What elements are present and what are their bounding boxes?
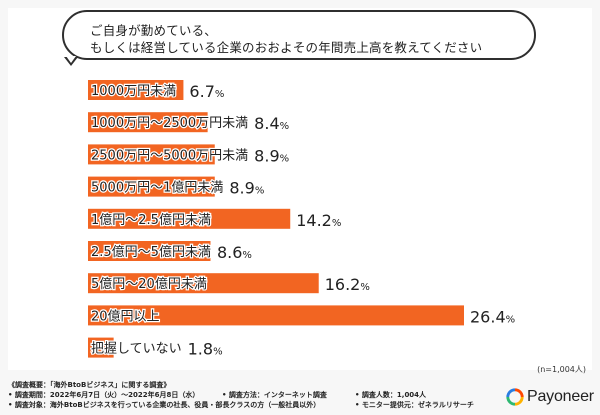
payoneer-logo-icon: [506, 388, 524, 406]
bar-chart: 1000万円未満 6.7% 1000万円～2500万円未満 8.4% 2500万円～50…: [88, 80, 515, 359]
survey-target: • 調査対象：海外BtoBビジネスを行っている企業の社長、役員・部長クラスの方（…: [8, 401, 321, 409]
category-label-3: 5000万円～1億円未満: [91, 180, 223, 196]
value-label-2: 8.9%: [254, 146, 289, 165]
sample-size-note: (n=1,004人): [537, 365, 586, 374]
question-bubble-tail-fill: [66, 56, 76, 63]
survey-method: • 調査方法：インターネット調査: [222, 391, 327, 399]
value-label-1: 8.4%: [254, 114, 289, 133]
question-bubble: ご自身が勤めている、 もしくは経営している企業のおおよその年間売上高を教えてくだ…: [62, 10, 536, 60]
survey-period: • 調査期間：2022年6月7日（火）～2022年6月8日（水）: [8, 391, 200, 399]
value-label-5: 8.6%: [217, 243, 252, 262]
survey-respondents: • 調査人数：1,004人: [355, 391, 427, 399]
survey-title: 《調査概要：「海外BtoBビジネス」に関する調査》: [8, 381, 171, 389]
payoneer-logo: Payoneer: [506, 386, 594, 408]
question-line-1: ご自身が勤めている、: [90, 23, 218, 38]
category-label-8: 把握していない: [91, 342, 182, 357]
bar-1: [88, 112, 208, 133]
bar-3: [88, 176, 215, 197]
bar-2: [88, 144, 215, 165]
value-label-7: 26.4%: [470, 307, 515, 326]
category-label-5: 2.5億円～5億円未満: [91, 244, 211, 260]
value-label-3: 8.9%: [229, 179, 264, 198]
value-label-0: 6.7%: [189, 82, 224, 101]
value-label-6: 16.2%: [325, 275, 370, 294]
bar-8: [88, 337, 114, 358]
category-label-2: 2500万円～5000万円未満: [91, 148, 248, 163]
payoneer-logo-text: Payoneer: [527, 388, 594, 405]
category-label-1: 1000万円～2500万円未満: [91, 116, 248, 131]
category-label-0: 1000万円未満: [91, 84, 176, 99]
category-label-4: 1億円～2.5億円未満: [91, 212, 211, 228]
value-label-4: 14.2%: [296, 211, 341, 230]
bar-5: [88, 241, 211, 261]
bar-4: [88, 208, 291, 229]
survey-footer: 《調査概要：「海外BtoBビジネス」に関する調査》 • 調査期間：2022年6月…: [0, 378, 600, 415]
bar-7: [88, 305, 464, 326]
survey-provider: • モニター提供元：ゼネラルリサーチ: [355, 401, 474, 409]
bar-6: [88, 273, 319, 294]
bar-0: [88, 80, 184, 100]
value-label-8: 1.8%: [188, 340, 223, 359]
category-label-6: 5億円～20億円未満: [91, 276, 207, 292]
category-label-7: 20億円以上: [91, 308, 160, 324]
question-line-2: もしくは経営している企業のおおよその年間売上高を教えてください: [90, 40, 483, 55]
